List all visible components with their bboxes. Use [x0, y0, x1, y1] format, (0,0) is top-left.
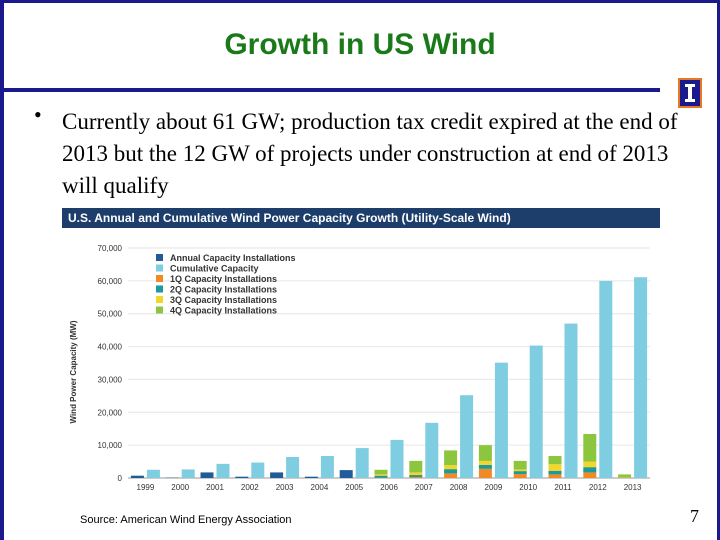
cumulative-bar [355, 448, 369, 478]
quarterly-bar-segment [444, 469, 458, 474]
y-tick-label: 40,000 [98, 343, 123, 352]
x-tick-label: 2011 [554, 483, 572, 492]
y-tick-label: 50,000 [98, 310, 123, 319]
cumulative-bar [564, 323, 578, 478]
university-logo-icon [678, 78, 702, 108]
legend-label: 3Q Capacity Installations [170, 295, 277, 305]
page-number: 7 [690, 506, 699, 526]
quarterly-bar-segment [374, 474, 388, 476]
frame-left-border [0, 0, 4, 540]
cumulative-bar [494, 362, 508, 478]
x-tick-label: 2003 [276, 483, 294, 492]
bullet-text: Currently about 61 GW; production tax cr… [62, 109, 678, 198]
legend-swatch [156, 306, 163, 314]
quarterly-bar-segment [444, 465, 458, 470]
annual-bar [130, 475, 144, 478]
quarterly-bar-segment [409, 472, 423, 476]
source-note: Source: American Wind Energy Association [80, 514, 292, 526]
cumulative-bar [286, 456, 300, 478]
slide-title: Growth in US Wind [224, 28, 496, 61]
y-tick-label: 60,000 [98, 277, 123, 286]
x-tick-label: 2012 [589, 483, 607, 492]
x-tick-label: 2002 [241, 483, 259, 492]
legend-swatch [156, 285, 163, 293]
x-tick-label: 2005 [345, 483, 363, 492]
x-tick-label: 2013 [624, 483, 642, 492]
wind-capacity-chart: Wind Power Capacity (MW) 0 10,000 20,000 30… [62, 228, 660, 496]
quarterly-bar-segment [513, 474, 527, 478]
quarterly-bar-segment [444, 473, 458, 478]
cumulative-bar [216, 463, 230, 478]
legend-swatch [156, 264, 163, 272]
annual-bar [304, 476, 318, 478]
y-tick-label: 70,000 [98, 244, 123, 253]
quarterly-bar-segment [513, 469, 527, 472]
quarterly-bar-segment [478, 460, 492, 465]
cumulative-bar [320, 455, 334, 478]
quarterly-bar-segment [583, 472, 597, 478]
x-tick-label: 2010 [519, 483, 537, 492]
cumulative-bar [529, 345, 543, 478]
x-tick-label: 1999 [137, 483, 155, 492]
x-tick-label: 2004 [311, 483, 329, 492]
y-tick-label: 20,000 [98, 408, 123, 417]
quarterly-bar-segment [444, 450, 458, 466]
annual-bar [270, 472, 284, 478]
y-tick-label: 0 [118, 474, 123, 483]
quarterly-bar-segment [548, 474, 562, 478]
quarterly-bar-segment [583, 433, 597, 462]
y-tick-label: 10,000 [98, 441, 123, 450]
title-underline [4, 88, 660, 92]
quarterly-bar-segment [548, 464, 562, 471]
quarterly-bar-segment [478, 445, 492, 461]
frame-right-border [717, 0, 720, 540]
x-tick-label: 2007 [415, 483, 433, 492]
quarterly-bar-segment [409, 475, 423, 478]
cumulative-bar [460, 395, 474, 478]
legend-label: Annual Capacity Installations [170, 253, 296, 263]
chart-title: U.S. Annual and Cumulative Wind Power Ca… [62, 208, 660, 228]
cumulative-bar [251, 462, 265, 478]
y-axis-title: Wind Power Capacity (MW) [69, 320, 78, 423]
legend-swatch [156, 254, 163, 261]
y-tick-label: 30,000 [98, 375, 123, 384]
cumulative-bar [181, 469, 195, 478]
bullet-marker: • [34, 102, 42, 127]
quarterly-bar-segment [409, 477, 423, 478]
x-tick-label: 2001 [206, 483, 224, 492]
quarterly-bar-segment [409, 460, 423, 473]
quarterly-bar-segment [478, 464, 492, 469]
x-tick-label: 2008 [450, 483, 468, 492]
block-i-icon [685, 84, 695, 102]
legend-label: 2Q Capacity Installations [170, 285, 277, 295]
frame-top-border [0, 0, 720, 3]
cumulative-bar [599, 280, 613, 478]
annual-bar [235, 476, 249, 478]
annual-bar [200, 472, 214, 478]
annual-bar [339, 470, 353, 478]
cumulative-bar [425, 422, 439, 478]
quarterly-bar-segment [618, 474, 632, 478]
quarterly-bar-segment [478, 468, 492, 478]
quarterly-bar-segment [513, 460, 527, 470]
legend-swatch [156, 296, 163, 303]
legend-label: 4Q Capacity Installations [170, 306, 277, 316]
quarterly-bar-segment [583, 461, 597, 468]
quarterly-bar-segment [548, 455, 562, 465]
cumulative-bar [146, 469, 160, 478]
x-tick-label: 2000 [171, 483, 189, 492]
quarterly-bar-segment [583, 467, 597, 473]
legend-label: 1Q Capacity Installations [170, 274, 277, 284]
x-tick-label: 2009 [485, 483, 503, 492]
legend-label: Cumulative Capacity [170, 264, 259, 274]
quarterly-bar-segment [548, 470, 562, 475]
quarterly-bar-segment [374, 469, 388, 475]
x-tick-label: 2006 [380, 483, 398, 492]
quarterly-bar-segment [374, 475, 388, 478]
quarterly-bar-segment [513, 471, 527, 475]
legend-swatch [156, 275, 163, 282]
cumulative-bar [390, 439, 404, 478]
cumulative-bar [634, 277, 648, 478]
